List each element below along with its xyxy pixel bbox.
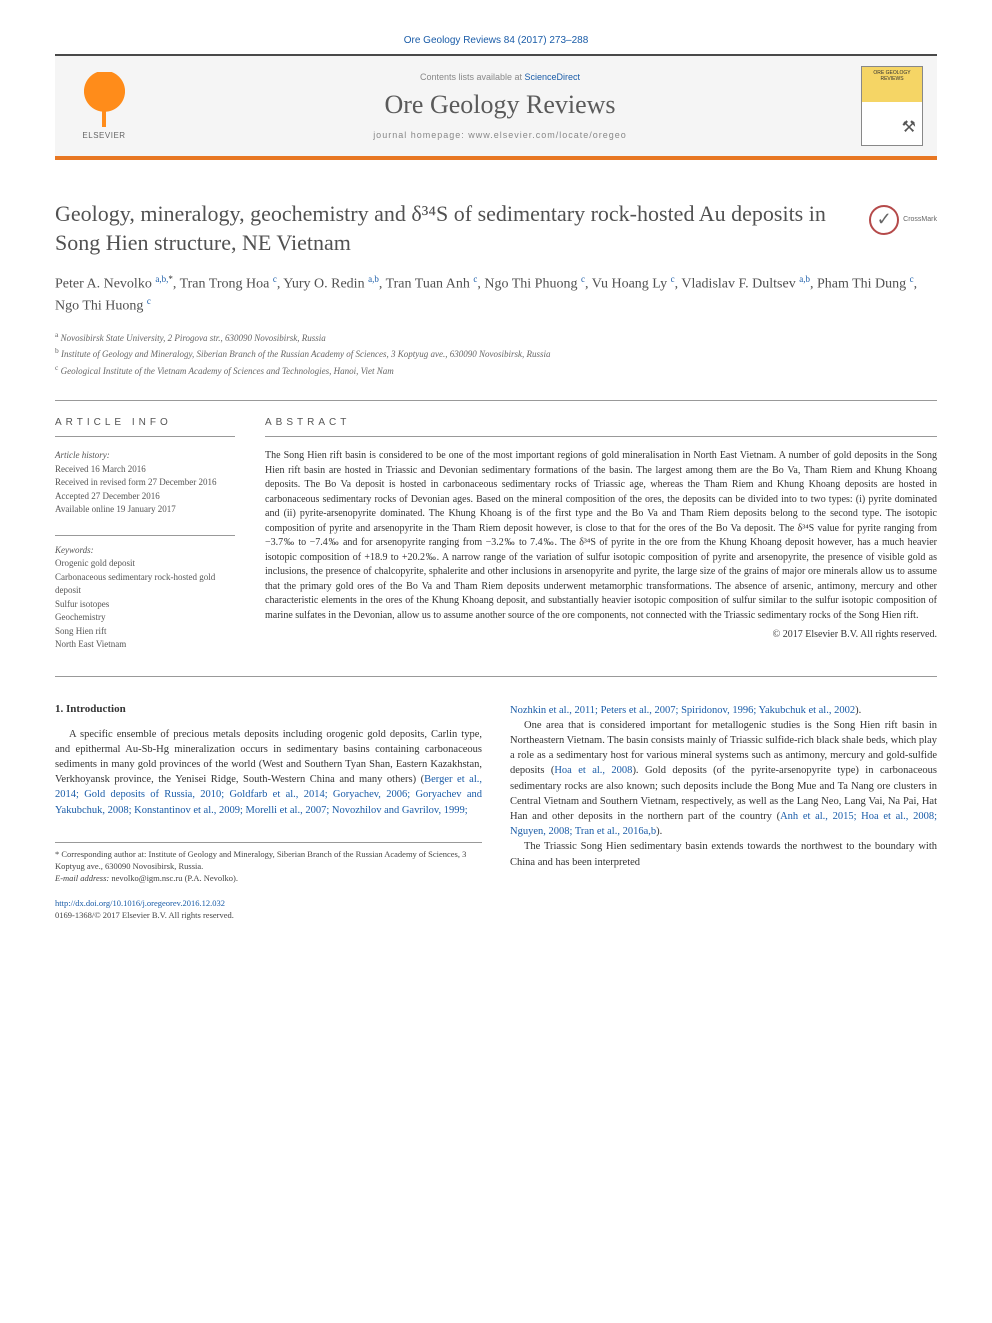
- citation-hoa-2008[interactable]: Hoa et al., 2008: [554, 765, 632, 776]
- keyword-item: Geochemistry: [55, 611, 235, 625]
- crossmark-label: CrossMark: [903, 215, 937, 224]
- abstract-column: ABSTRACT The Song Hien rift basin is con…: [265, 417, 937, 652]
- journal-reference: Ore Geology Reviews 84 (2017) 273–288: [55, 35, 937, 46]
- journal-header-band: ELSEVIER Contents lists available at Sci…: [55, 54, 937, 160]
- abstract-label: ABSTRACT: [265, 417, 937, 437]
- elsevier-label: ELSEVIER: [82, 131, 125, 140]
- crossmark-icon: ✓: [869, 205, 899, 235]
- email-post: (P.A. Nevolko).: [182, 873, 237, 883]
- email-label: E-mail address:: [55, 873, 111, 883]
- body-column-right: Nozhkin et al., 2011; Peters et al., 200…: [510, 703, 937, 923]
- p2-post: ).: [656, 826, 662, 837]
- corresponding-author-footnote: * Corresponding author at: Institute of …: [55, 842, 482, 885]
- doi-block: http://dx.doi.org/10.1016/j.oregeorev.20…: [55, 898, 482, 922]
- doi-link[interactable]: http://dx.doi.org/10.1016/j.oregeorev.20…: [55, 898, 225, 908]
- body-two-columns: 1. Introduction A specific ensemble of p…: [55, 703, 937, 923]
- elsevier-logo[interactable]: ELSEVIER: [69, 72, 139, 140]
- section-divider: [55, 676, 937, 677]
- contents-label: Contents lists available at: [420, 72, 525, 82]
- abstract-text: The Song Hien rift basin is considered t…: [265, 449, 937, 623]
- para1-text: A specific ensemble of precious metals d…: [55, 729, 482, 786]
- keywords-block: Keywords: Orogenic gold deposit Carbonac…: [55, 535, 235, 652]
- journal-title: Ore Geology Reviews: [139, 90, 861, 120]
- keyword-item: Carbonaceous sedimentary rock-hosted gol…: [55, 571, 235, 598]
- authors-list: Peter A. Nevolko a,b,*, Tran Trong Hoa c…: [55, 273, 937, 316]
- journal-cover-thumbnail[interactable]: ORE GEOLOGY REVIEWS: [861, 66, 923, 146]
- crossmark-badge[interactable]: ✓ CrossMark: [869, 205, 937, 235]
- keyword-item: North East Vietnam: [55, 638, 235, 652]
- citation-group-2[interactable]: Nozhkin et al., 2011; Peters et al., 200…: [510, 705, 855, 716]
- introduction-heading: 1. Introduction: [55, 703, 482, 715]
- info-abstract-row: ARTICLE INFO Article history: Received 1…: [55, 400, 937, 652]
- article-info-column: ARTICLE INFO Article history: Received 1…: [55, 417, 235, 652]
- corr-email-line: E-mail address: nevolko@igm.nsc.ru (P.A.…: [55, 873, 482, 885]
- history-received: Received 16 March 2016: [55, 463, 235, 477]
- journal-homepage[interactable]: journal homepage: www.elsevier.com/locat…: [139, 130, 861, 140]
- affiliation-c: c Geological Institute of the Vietnam Ac…: [55, 362, 937, 379]
- cite-post: ).: [855, 705, 861, 716]
- affiliations: a Novosibirsk State University, 2 Pirogo…: [55, 329, 937, 379]
- history-online: Available online 19 January 2017: [55, 503, 235, 517]
- journal-center: Contents lists available at ScienceDirec…: [139, 72, 861, 140]
- corr-email-link[interactable]: nevolko@igm.nsc.ru: [111, 873, 182, 883]
- history-accepted: Accepted 27 December 2016: [55, 490, 235, 504]
- sciencedirect-link[interactable]: ScienceDirect: [525, 72, 581, 82]
- issn-copyright: 0169-1368/© 2017 Elsevier B.V. All right…: [55, 910, 482, 922]
- abstract-copyright: © 2017 Elsevier B.V. All rights reserved…: [265, 629, 937, 640]
- keyword-item: Sulfur isotopes: [55, 598, 235, 612]
- article-history: Article history: Received 16 March 2016 …: [55, 449, 235, 517]
- article-title: Geology, mineralogy, geochemistry and δ³…: [55, 200, 937, 257]
- title-text: Geology, mineralogy, geochemistry and δ³…: [55, 201, 826, 255]
- affiliation-b: b Institute of Geology and Mineralogy, S…: [55, 345, 937, 362]
- intro-para1-cont: Nozhkin et al., 2011; Peters et al., 200…: [510, 703, 937, 718]
- history-revised: Received in revised form 27 December 201…: [55, 476, 235, 490]
- intro-paragraph-1: A specific ensemble of precious metals d…: [55, 727, 482, 818]
- history-label: Article history:: [55, 449, 235, 463]
- contents-available-line: Contents lists available at ScienceDirec…: [139, 72, 861, 82]
- body-column-left: 1. Introduction A specific ensemble of p…: [55, 703, 482, 923]
- keywords-label: Keywords:: [55, 544, 235, 558]
- elsevier-tree-icon: [77, 72, 132, 127]
- intro-paragraph-3: The Triassic Song Hien sedimentary basin…: [510, 839, 937, 869]
- affiliation-a: a Novosibirsk State University, 2 Pirogo…: [55, 329, 937, 346]
- intro-paragraph-2: One area that is considered important fo…: [510, 718, 937, 840]
- article-info-label: ARTICLE INFO: [55, 417, 235, 437]
- cover-text: ORE GEOLOGY REVIEWS: [862, 67, 922, 85]
- keyword-item: Song Hien rift: [55, 625, 235, 639]
- corr-author-text: * Corresponding author at: Institute of …: [55, 849, 482, 873]
- keyword-item: Orogenic gold deposit: [55, 557, 235, 571]
